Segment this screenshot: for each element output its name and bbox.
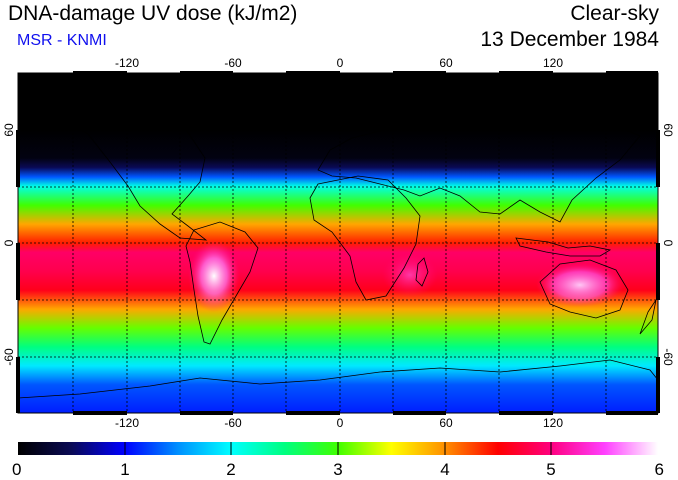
coastlines — [18, 87, 658, 399]
lon-label-top: 60 — [439, 56, 453, 70]
left-border-segment — [16, 243, 20, 300]
frame-ticks — [16, 71, 660, 415]
lat-label-right: 0 — [661, 240, 675, 247]
lon-label-top: -60 — [224, 56, 242, 70]
colorbar-ticks — [124, 442, 552, 455]
bottom-border-segment — [286, 411, 340, 415]
top-border-segment — [73, 71, 127, 75]
top-border-segment — [286, 71, 340, 75]
date-label: 13 December 1984 — [480, 28, 659, 51]
bottom-border-segment — [393, 411, 446, 415]
lon-label-bottom: -60 — [224, 416, 242, 430]
hotspot-southern-africa — [382, 253, 438, 297]
lon-label-top: -120 — [115, 56, 139, 70]
lat-label-left: 0 — [2, 239, 16, 246]
hotspots — [188, 240, 624, 312]
lon-label-bottom: 0 — [337, 416, 344, 430]
coastline-eurasia — [317, 113, 641, 223]
right-border-segment — [656, 130, 660, 187]
lon-label-bottom: -120 — [115, 416, 139, 430]
lat-label-left: 60 — [2, 123, 16, 137]
left-border-segment — [16, 357, 20, 413]
colorbar-label: 4 — [440, 460, 449, 479]
top-border-segment — [393, 71, 446, 75]
bottom-border-segment — [73, 411, 127, 415]
lat-label-right: 60 — [661, 123, 675, 137]
bottom-border-segment — [180, 411, 233, 415]
colorbar-label: 3 — [333, 460, 342, 479]
map-title: DNA-damage UV dose (kJ/m2) — [8, 2, 298, 25]
colorbar-label: 0 — [12, 460, 21, 479]
top-border-segment — [180, 71, 233, 75]
coastline-north-america — [29, 87, 208, 241]
coastline-africa — [309, 175, 421, 301]
right-border-segment — [656, 357, 660, 413]
lon-label-bottom: 60 — [439, 416, 453, 430]
source-label: MSR - KNMI — [17, 32, 107, 49]
hotspot-australia — [536, 263, 624, 307]
lat-label-left: -60 — [2, 348, 16, 366]
colorbar-label: 2 — [226, 460, 235, 479]
lat-label-right: -60 — [661, 348, 675, 366]
coastline-madagascar — [415, 257, 429, 287]
top-border-segment — [499, 71, 553, 75]
right-border-segment — [656, 243, 660, 300]
lon-label-top: 120 — [543, 56, 563, 70]
left-border-segment — [16, 130, 20, 187]
graticule — [18, 73, 658, 413]
coastline-indonesia — [515, 237, 612, 257]
colorbar-label: 6 — [655, 460, 664, 479]
lon-label-bottom: 120 — [543, 416, 563, 430]
lon-label-top: 0 — [337, 56, 344, 70]
bottom-border-segment — [606, 411, 658, 415]
sky-condition-label: Clear-sky — [570, 2, 659, 25]
colorbar-label: 5 — [546, 460, 555, 479]
colorbar-label: 1 — [120, 460, 129, 479]
hotspot-andes — [188, 240, 240, 312]
coastline-south-america — [185, 221, 259, 345]
top-border-segment — [606, 71, 658, 75]
bottom-border-segment — [499, 411, 553, 415]
coastline-antarctica — [18, 359, 658, 399]
coastline-new-zealand — [639, 299, 657, 335]
